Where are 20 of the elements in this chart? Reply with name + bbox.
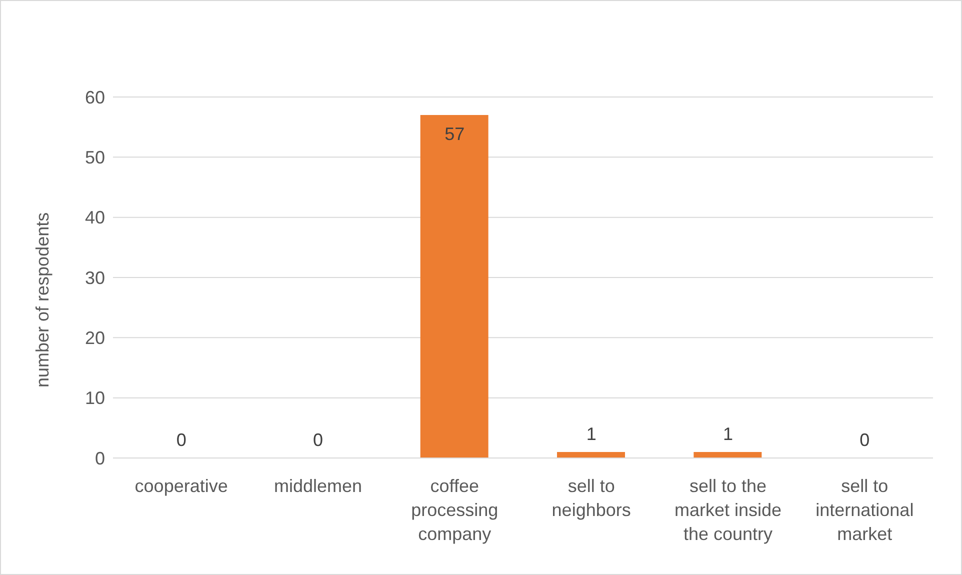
y-tick-label: 10: [84, 388, 105, 408]
y-tick-label: 0: [94, 448, 105, 468]
y-tick-label: 20: [84, 328, 105, 348]
y-tick-label: 30: [84, 268, 105, 288]
x-tick-label: cooperative: [134, 476, 228, 496]
y-tick-label: 60: [84, 87, 105, 108]
data-label: 57: [444, 124, 465, 144]
y-tick-label: 40: [84, 208, 105, 228]
x-tick-label: coffee processing company: [411, 476, 498, 544]
data-label: 1: [586, 424, 596, 444]
data-label: 1: [722, 424, 734, 444]
x-tick-label: middlemen: [274, 476, 362, 496]
data-label: 0: [312, 430, 324, 450]
y-tick-label: 50: [84, 148, 105, 168]
x-tick-label: sell to international market: [816, 476, 914, 544]
x-tick-label: sell to the market inside the country: [674, 476, 782, 544]
y-axis-title: number of respodents: [32, 212, 52, 388]
x-tick-label: sell to neighbors: [552, 476, 631, 520]
data-label: 0: [860, 430, 870, 450]
data-label: 0: [176, 430, 186, 450]
